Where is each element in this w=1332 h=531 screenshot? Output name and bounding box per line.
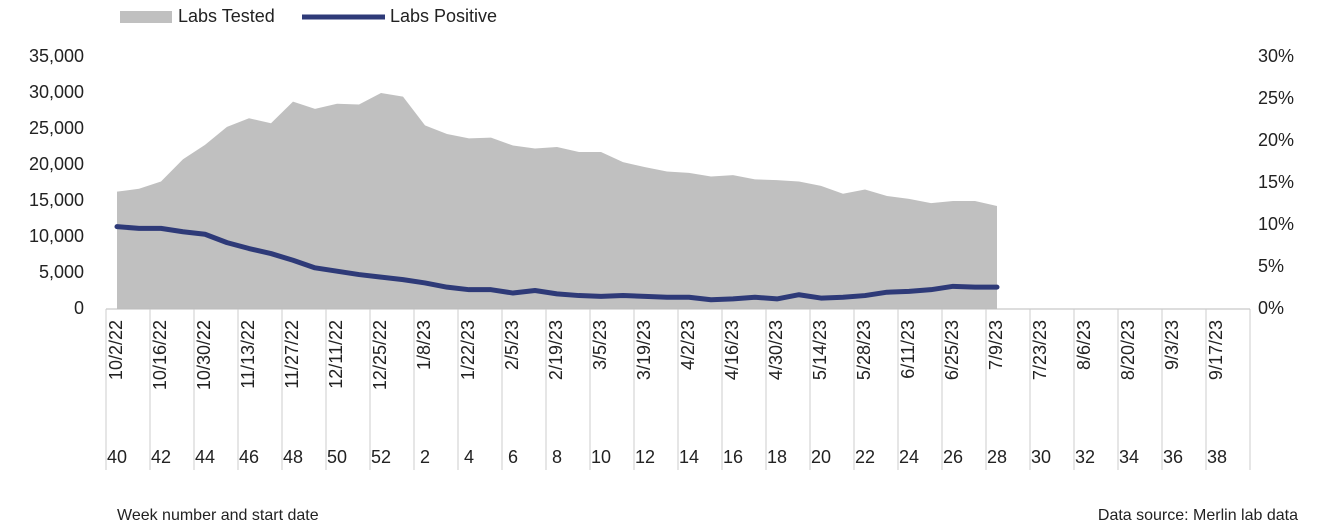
- x-tick-label: 6/11/23: [898, 320, 918, 379]
- x-tick-label: 4/16/23: [722, 320, 742, 380]
- x-tick-label: 11/13/22: [238, 320, 258, 389]
- y2-tick-label: 15%: [1258, 172, 1294, 192]
- legend-swatch: [120, 11, 172, 23]
- week-number-label: 46: [239, 447, 259, 467]
- y2-tick-label: 0%: [1258, 298, 1284, 318]
- week-number-label: 38: [1207, 447, 1227, 467]
- week-number-label: 30: [1031, 447, 1051, 467]
- y-tick-label: 10,000: [29, 226, 84, 246]
- week-number-label: 20: [811, 447, 831, 467]
- legend-label: Labs Positive: [390, 6, 497, 26]
- source-note: Data source: Merlin lab data: [1098, 507, 1298, 524]
- x-tick-label: 4/2/23: [678, 320, 698, 370]
- week-number-label: 50: [327, 447, 347, 467]
- x-tick-label: 7/9/23: [986, 320, 1006, 370]
- y-tick-label: 0: [74, 298, 84, 318]
- y2-tick-label: 30%: [1258, 46, 1294, 66]
- x-tick-label: 10/30/22: [194, 320, 214, 390]
- x-tick-label: 10/16/22: [150, 320, 170, 390]
- x-tick-label: 10/2/22: [106, 320, 126, 380]
- week-number-label: 44: [195, 447, 215, 467]
- week-number-label: 16: [723, 447, 743, 467]
- week-number-label: 12: [635, 447, 655, 467]
- line: [114, 224, 1000, 303]
- x-tick-label: 11/27/22: [282, 320, 302, 389]
- x-tick-label: 2/19/23: [546, 320, 566, 380]
- x-tick-label: 5/14/23: [810, 320, 830, 380]
- y-tick-label: 5,000: [39, 262, 84, 282]
- week-number-label: 40: [107, 447, 127, 467]
- week-number-label: 48: [283, 447, 303, 467]
- week-number-label: 28: [987, 447, 1007, 467]
- week-number-label: 10: [591, 447, 611, 467]
- y2-tick-label: 25%: [1258, 88, 1294, 108]
- y-tick-label: 20,000: [29, 154, 84, 174]
- x-tick-label: 12/11/22: [326, 320, 346, 389]
- y-tick-label: 30,000: [29, 82, 84, 102]
- x-tick-label: 4/30/23: [766, 320, 786, 380]
- week-number-label: 36: [1163, 447, 1183, 467]
- week-number-label: 8: [552, 447, 562, 467]
- x-tick-label: 2/5/23: [502, 320, 522, 370]
- week-number-label: 22: [855, 447, 875, 467]
- week-number-label: 24: [899, 447, 919, 467]
- week-number-label: 52: [371, 447, 391, 467]
- x-tick-label: 6/25/23: [942, 320, 962, 380]
- area: [117, 93, 997, 309]
- x-tick-label: 8/20/23: [1118, 320, 1138, 380]
- week-number-label: 34: [1119, 447, 1139, 467]
- week-number-label: 32: [1075, 447, 1095, 467]
- y2-tick-label: 5%: [1258, 256, 1284, 276]
- x-axis-title: Week number and start date: [117, 507, 319, 524]
- x-tick-label: 12/25/22: [370, 320, 390, 390]
- x-tick-label: 3/19/23: [634, 320, 654, 380]
- x-tick-label: 9/3/23: [1162, 320, 1182, 370]
- x-tick-label: 1/22/23: [458, 320, 478, 380]
- y-tick-label: 25,000: [29, 118, 84, 138]
- week-number-label: 42: [151, 447, 171, 467]
- legend-label: Labs Tested: [178, 6, 275, 26]
- y2-tick-label: 20%: [1258, 130, 1294, 150]
- y-tick-label: 35,000: [29, 46, 84, 66]
- week-number-label: 4: [464, 447, 474, 467]
- week-number-label: 2: [420, 447, 430, 467]
- week-number-label: 14: [679, 447, 699, 467]
- week-number-label: 6: [508, 447, 518, 467]
- x-tick-label: 8/6/23: [1074, 320, 1094, 370]
- x-tick-label: 7/23/23: [1030, 320, 1050, 380]
- x-tick-label: 1/8/23: [414, 320, 434, 370]
- y2-tick-label: 10%: [1258, 214, 1294, 234]
- week-number-label: 26: [943, 447, 963, 467]
- y-tick-label: 15,000: [29, 190, 84, 210]
- x-tick-label: 5/28/23: [854, 320, 874, 380]
- week-number-label: 18: [767, 447, 787, 467]
- x-tick-label: 3/5/23: [590, 320, 610, 370]
- x-tick-label: 9/17/23: [1206, 320, 1226, 380]
